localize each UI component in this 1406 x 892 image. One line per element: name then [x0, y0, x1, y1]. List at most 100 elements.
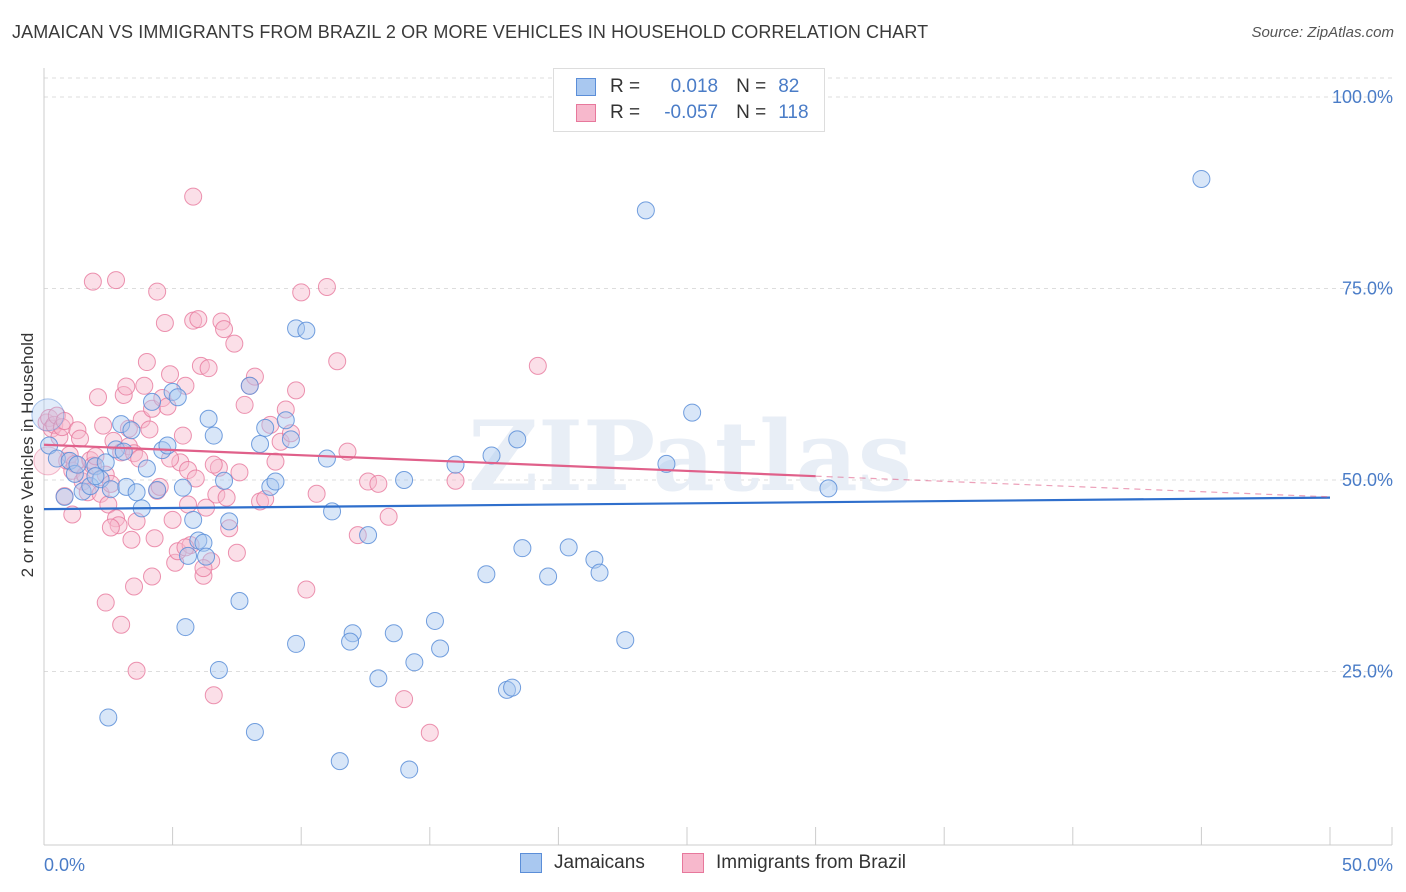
- brazil-point: [127, 661, 146, 680]
- chart-title: JAMAICAN VS IMMIGRANTS FROM BRAZIL 2 OR …: [12, 22, 929, 42]
- brazil-point: [83, 272, 102, 291]
- legend-n-value: 118: [778, 102, 809, 123]
- bottom-legend-label: Immigrants from Brazil: [716, 852, 907, 873]
- jamaican-point: [209, 660, 228, 679]
- tick-labels: 25.0% 50.0% 75.0% 100.0% 0.0% 50.0%: [44, 87, 1393, 875]
- jamaican-point: [148, 480, 167, 499]
- brazil-point: [297, 580, 316, 599]
- x-tick-label: 50.0%: [1342, 855, 1393, 875]
- jamaican-point: [163, 382, 182, 401]
- jamaican-point: [117, 477, 136, 496]
- jamaican-point: [112, 415, 131, 434]
- bottom-legend-jamaicans: Jamaicans: [520, 852, 645, 874]
- jamaican-point: [395, 471, 414, 489]
- jamaican-point: [384, 624, 403, 643]
- jamaican-point: [819, 479, 838, 498]
- jamaican-point: [683, 403, 702, 422]
- brazil-point: [292, 283, 311, 302]
- brazil-point: [107, 509, 126, 528]
- jamaican-point: [431, 639, 450, 658]
- axes: [43, 68, 1393, 846]
- brazil-point: [107, 271, 126, 290]
- brazil-point: [137, 353, 156, 372]
- brazil-trend-line: [43, 443, 816, 478]
- brazil-point: [94, 416, 113, 435]
- y-tick-label: 25.0%: [1342, 662, 1393, 682]
- brazil-point: [71, 429, 90, 448]
- brazil-point: [204, 455, 223, 474]
- brazil-point: [528, 356, 547, 375]
- jamaican-point: [1192, 169, 1211, 188]
- jamaican-point: [179, 546, 198, 565]
- brazil-point: [194, 559, 213, 578]
- brazil-point: [173, 426, 192, 445]
- jamaican-point: [173, 478, 192, 497]
- brazil-point: [307, 484, 326, 503]
- jamaican-point: [204, 426, 223, 445]
- jamaican-point: [317, 449, 336, 468]
- brazil-point: [148, 282, 167, 301]
- legend-row-jamaicans: R = 0.018 N = 82: [576, 74, 799, 100]
- jamaican-point: [122, 421, 141, 440]
- y-tick-label: 100.0%: [1332, 87, 1393, 107]
- brazil-point: [33, 446, 63, 476]
- brazil-point: [101, 518, 120, 537]
- legend-r-value: -0.057: [664, 102, 719, 123]
- jamaican-point: [194, 533, 213, 552]
- jamaican-point: [369, 669, 388, 688]
- brazil-point: [379, 507, 398, 526]
- jamaican-point: [261, 477, 280, 496]
- jamaican-point: [143, 392, 162, 411]
- brazil-point: [96, 593, 115, 612]
- jamaican-point: [276, 411, 295, 430]
- legend-swatch-blue: [576, 78, 596, 96]
- brazil-point: [266, 452, 285, 471]
- jamaican-point: [55, 487, 74, 506]
- brazil-point: [235, 395, 254, 414]
- legend-swatch-pink: [576, 104, 596, 122]
- jamaican-point: [176, 618, 195, 637]
- brazil-point: [189, 310, 208, 329]
- jamaican-point: [636, 201, 655, 220]
- jamaican-point: [101, 480, 120, 499]
- brazil-point: [220, 519, 239, 538]
- brazil-point: [225, 334, 244, 353]
- brazil-point: [143, 567, 162, 586]
- brazil-point: [122, 530, 141, 549]
- jamaican-point: [616, 631, 635, 650]
- jamaican-point: [96, 453, 115, 472]
- stats-legend: R = 0.018 N = 82 R = -0.057 N = 118: [553, 68, 825, 132]
- bottom-legend-swatch-blue: [520, 853, 542, 873]
- legend-r-label: R =: [610, 102, 641, 123]
- jamaican-point: [503, 678, 522, 697]
- brazil-point: [153, 389, 172, 408]
- jamaican-point: [559, 538, 578, 557]
- brazil-point: [186, 469, 205, 488]
- jamaican-point: [287, 634, 306, 653]
- jamaican-point: [359, 526, 378, 545]
- bottom-legend-label: Jamaicans: [554, 852, 645, 873]
- brazil-point: [245, 367, 264, 386]
- brazil-point: [204, 686, 223, 705]
- legend-row-brazil: R = -0.057 N = 118: [576, 100, 809, 126]
- jamaican-point: [508, 430, 527, 449]
- jamaican-point: [477, 565, 496, 584]
- brazil-point: [161, 365, 180, 384]
- jamaican-point: [127, 483, 146, 502]
- brazil-point: [420, 723, 439, 742]
- brazil-point: [276, 400, 295, 419]
- jamaican-point: [230, 592, 249, 611]
- brazil-point: [130, 449, 149, 468]
- jamaican-point: [266, 472, 285, 491]
- chart-source: Source: ZipAtlas.com: [1251, 24, 1394, 41]
- jamaican-point: [240, 376, 259, 395]
- jamaican-point: [657, 454, 676, 473]
- watermark: ZIPatlas: [468, 400, 912, 513]
- jamaican-point: [245, 723, 264, 742]
- brazil-point: [135, 376, 154, 395]
- jamaican-point: [297, 321, 316, 340]
- trend-lines: [43, 443, 1331, 511]
- brazil-point: [207, 485, 226, 504]
- brazil-point: [230, 463, 249, 482]
